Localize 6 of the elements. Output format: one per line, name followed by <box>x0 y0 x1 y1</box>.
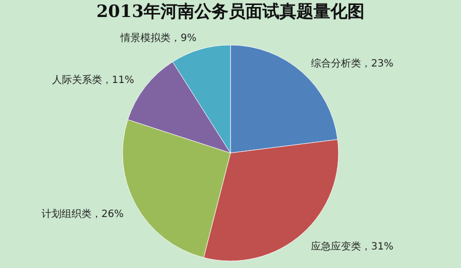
chart-title: 2013年河南公务员面试真题量化图 <box>96 2 365 22</box>
slice-label: 综合分析类，23% <box>311 57 394 70</box>
slice-label: 人际关系类，11% <box>52 74 134 86</box>
slice-label: 情景模拟类，9% <box>120 32 196 44</box>
slice-label: 计划组织类，26% <box>41 208 124 220</box>
slice-label: 应急应变类，31% <box>311 240 394 253</box>
